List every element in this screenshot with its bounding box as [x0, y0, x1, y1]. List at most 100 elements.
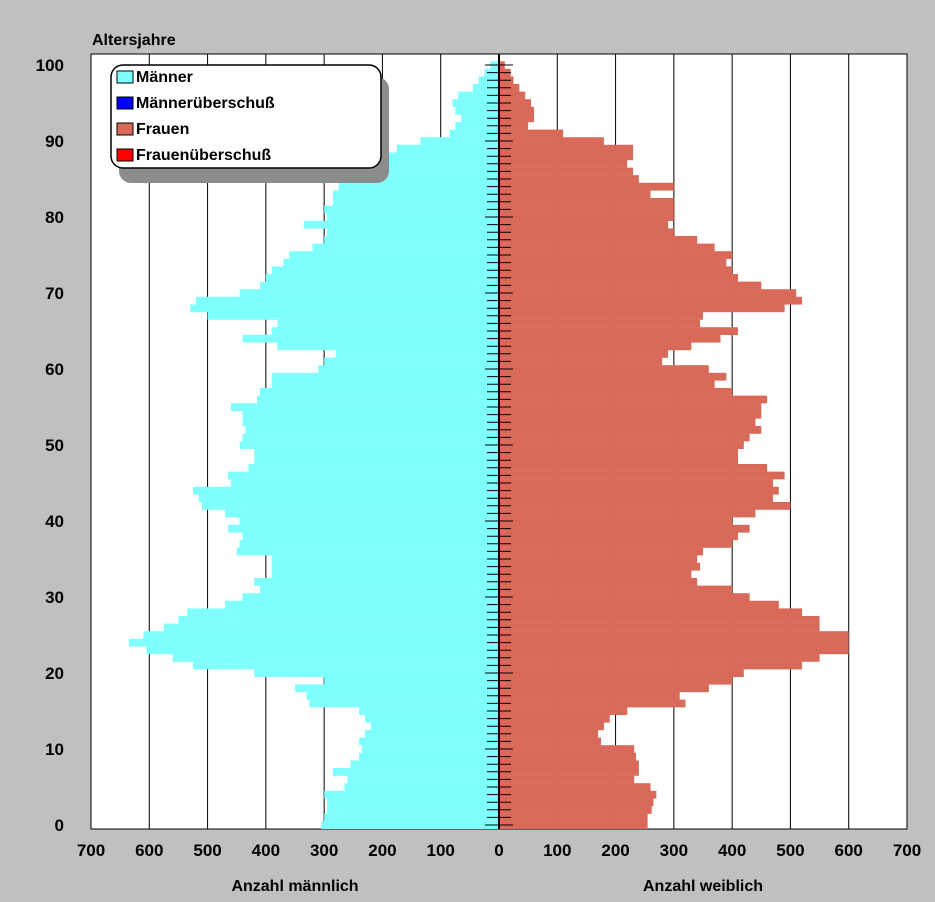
bar-maenner: [332, 768, 499, 776]
y-tick-label: 30: [45, 588, 64, 607]
bar-frauen: [499, 319, 701, 328]
bar-frauen: [499, 509, 756, 518]
bar-maenner: [178, 616, 499, 624]
bar-maenner: [324, 205, 499, 214]
legend-swatch-frauenueberschuss: [116, 148, 134, 162]
bar-frauen: [499, 722, 604, 731]
bar-maenner: [271, 372, 499, 381]
bar-maenner: [283, 258, 499, 267]
bar-frauen: [499, 540, 733, 548]
bar-maenner: [277, 342, 499, 351]
bar-maenner: [245, 426, 499, 434]
bar-frauen: [499, 106, 534, 115]
x-tick-label: 0: [494, 841, 503, 860]
bar-maenner: [362, 745, 499, 753]
bar-maenner: [332, 198, 499, 206]
bar-frauen: [499, 243, 715, 252]
bar-frauen: [499, 654, 820, 662]
bar-maenner: [242, 532, 500, 541]
bar-frauen: [499, 578, 698, 586]
bar-frauen: [499, 806, 652, 814]
y-tick-label: 60: [45, 360, 64, 379]
x-tick-labels: 700 600 500 400 300 200 100 0 100 200 300 400 500 600…: [77, 841, 921, 860]
bar-frauen: [499, 593, 750, 601]
bar-frauen: [499, 91, 526, 100]
bar-maenner: [227, 471, 499, 480]
x-tick-label: 700: [893, 841, 921, 860]
y-tick-labels: 0 10 20 30 40 50 60 70 80 90 100: [36, 56, 64, 835]
bar-frauen: [499, 213, 674, 221]
bar-maenner: [277, 319, 499, 328]
bar-frauen: [499, 350, 669, 358]
y-tick-label: 80: [45, 208, 64, 227]
bar-maenner: [242, 593, 500, 601]
bar-frauen: [499, 714, 610, 723]
x-tick-label: 300: [310, 841, 338, 860]
bar-frauen: [499, 692, 680, 700]
bar-maenner: [452, 99, 499, 107]
y-tick-label: 100: [36, 56, 64, 75]
bar-frauen: [499, 296, 803, 305]
bar-frauen: [499, 167, 634, 176]
bar-frauen: [499, 600, 779, 609]
x-tick-label: 200: [601, 841, 629, 860]
bar-maenner: [324, 676, 499, 685]
legend: Männer Männerüberschuß Frauen Frauenüber…: [110, 64, 389, 183]
bar-frauen: [499, 730, 599, 738]
legend-swatch-maenner: [116, 70, 134, 84]
bar-frauen: [499, 661, 803, 670]
bar-maenner: [455, 122, 499, 130]
x-tick-label: 200: [368, 841, 396, 860]
bar-frauen: [499, 502, 791, 510]
bar-maenner: [230, 479, 499, 487]
bar-frauen: [499, 441, 744, 449]
bar-frauen: [499, 334, 721, 343]
bar-frauen: [499, 410, 762, 419]
x-tick-label: 100: [427, 841, 455, 860]
bar-maenner: [327, 213, 499, 221]
bar-maenner: [163, 623, 499, 632]
bar-maenner: [271, 562, 499, 571]
bar-frauen: [499, 289, 797, 297]
x-tick-label: 100: [543, 841, 571, 860]
legend-box: [110, 64, 382, 169]
bar-maenner: [227, 524, 499, 533]
bar-maenner: [397, 144, 499, 153]
bar-frauen: [499, 486, 779, 495]
y-tick-label: 10: [45, 740, 64, 759]
bar-frauen: [499, 327, 738, 335]
bar-maenner: [461, 114, 499, 123]
bar-maenner: [364, 175, 499, 183]
bar-maenner: [295, 684, 499, 693]
bar-maenner: [230, 403, 499, 411]
bar-maenner: [303, 220, 499, 229]
bar-frauen: [499, 471, 785, 480]
y-tick-label: 40: [45, 512, 64, 531]
y-tick-label: 20: [45, 664, 64, 683]
bar-frauen: [499, 464, 768, 472]
bar-maenner: [359, 737, 499, 746]
bar-maenner: [332, 190, 499, 199]
bar-maenner: [327, 806, 499, 814]
y-tick-label: 90: [45, 132, 64, 151]
bar-frauen: [499, 448, 738, 457]
bar-maenner: [242, 334, 500, 343]
bar-frauen: [499, 266, 733, 275]
bar-maenner: [254, 669, 499, 677]
bar-maenner: [271, 570, 499, 579]
bar-maenner: [195, 296, 499, 305]
bar-frauen: [499, 258, 727, 267]
bar-maenner: [370, 722, 499, 731]
bar-frauen: [499, 684, 709, 693]
bar-maenner: [201, 502, 499, 510]
bar-frauen: [499, 821, 648, 829]
bar-frauen: [499, 570, 692, 579]
bar-maenner: [324, 357, 499, 366]
bar-maenner: [260, 388, 499, 396]
bar-frauen: [499, 699, 686, 708]
y-tick-label: 50: [45, 436, 64, 455]
bars: [128, 61, 849, 829]
bar-maenner: [193, 661, 499, 670]
